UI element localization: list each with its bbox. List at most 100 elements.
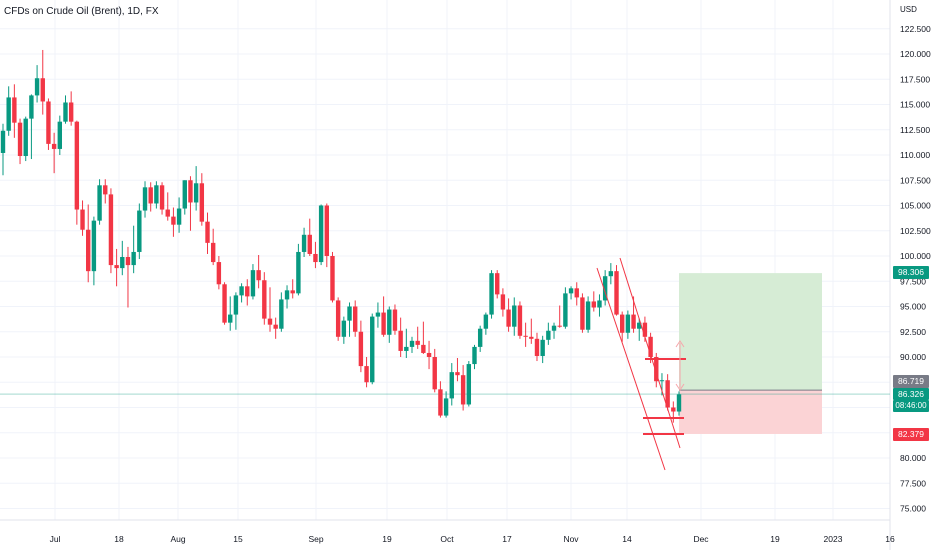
candle-down xyxy=(381,312,386,335)
candle-up xyxy=(540,339,545,356)
candle-down xyxy=(648,336,653,357)
candle-down xyxy=(534,338,540,356)
candle-up xyxy=(404,346,409,351)
candle-up xyxy=(120,257,125,269)
time-tick-label: 14 xyxy=(622,534,632,544)
candle-up xyxy=(301,234,307,252)
candle-down xyxy=(12,97,17,123)
candle-up xyxy=(466,364,472,405)
candle-up xyxy=(131,251,136,266)
candle-down xyxy=(665,380,670,408)
price-tick-label: 117.500 xyxy=(900,74,930,84)
candle-up xyxy=(318,205,324,263)
candle-up xyxy=(284,290,290,300)
candle-down xyxy=(335,300,341,337)
price-tick-label: 97.500 xyxy=(900,276,926,286)
candle-down xyxy=(125,257,131,266)
candle-down xyxy=(631,314,636,329)
candle-down xyxy=(364,366,369,383)
candle-up xyxy=(347,306,352,321)
candle-up xyxy=(602,276,608,301)
candle-down xyxy=(46,101,51,144)
time-tick-label: Sep xyxy=(308,534,323,544)
candle-down xyxy=(392,309,398,331)
entry-price-badge: 86.719 xyxy=(893,375,929,388)
candle-down xyxy=(307,234,312,254)
candle-down xyxy=(290,290,295,294)
channel-line-upper xyxy=(619,257,681,449)
candle-down xyxy=(619,314,625,333)
candle-down xyxy=(654,357,659,382)
candle-up xyxy=(176,208,182,225)
candle-up xyxy=(551,325,557,331)
candle-down xyxy=(171,216,176,225)
price-tick-label: 90.000 xyxy=(900,352,926,362)
candle-down xyxy=(517,305,523,336)
candle-down xyxy=(398,330,403,351)
price-tick-label: 112.500 xyxy=(900,125,930,135)
candle-up xyxy=(23,118,28,157)
candle-down xyxy=(415,340,420,345)
candle-down xyxy=(460,375,466,405)
price-tick-label: 110.000 xyxy=(900,150,930,160)
candle-up xyxy=(512,305,517,327)
candle-down xyxy=(506,309,511,327)
candle-up xyxy=(489,273,494,315)
price-tick-label: 105.000 xyxy=(900,201,931,211)
price-tick-label: 95.000 xyxy=(900,302,926,312)
candle-down xyxy=(267,318,273,325)
candle-up xyxy=(34,78,40,96)
candle-down xyxy=(614,271,619,315)
time-tick-label: Nov xyxy=(563,534,579,544)
time-tick-label: 19 xyxy=(770,534,780,544)
candle-down xyxy=(455,372,460,376)
candle-down xyxy=(216,262,222,285)
candle-down xyxy=(330,256,335,301)
candle-up xyxy=(483,314,489,329)
candle-down xyxy=(529,336,534,339)
candle-down xyxy=(256,270,261,281)
candle-up xyxy=(6,97,11,131)
candle-up xyxy=(585,301,591,330)
profit-zone xyxy=(679,273,822,391)
time-tick-label: 19 xyxy=(382,534,392,544)
candle-up xyxy=(0,130,6,153)
candle-down xyxy=(86,229,91,272)
arrow-up-icon xyxy=(675,340,685,348)
currency-label: USD xyxy=(900,5,917,14)
candle-down xyxy=(313,253,318,263)
candle-up xyxy=(568,288,574,294)
candle-up xyxy=(472,346,477,365)
candle-down xyxy=(523,335,528,337)
candle-up xyxy=(97,185,102,221)
candle-up xyxy=(676,394,682,412)
candle-down xyxy=(358,331,364,367)
price-tick-label: 75.000 xyxy=(900,504,926,514)
candle-up xyxy=(341,320,347,337)
candle-down xyxy=(353,306,358,332)
candle-down xyxy=(80,209,85,230)
candle-up xyxy=(91,220,97,272)
candle-up xyxy=(29,95,34,119)
candle-down xyxy=(188,180,193,203)
candle-up xyxy=(228,314,233,323)
price-tick-label: 77.500 xyxy=(900,478,926,488)
candle-up xyxy=(154,185,159,204)
candle-down xyxy=(500,294,506,310)
candle-down xyxy=(671,407,676,412)
candle-up xyxy=(63,102,68,122)
last-price-badge: 86.326 xyxy=(893,388,929,400)
candle-up xyxy=(370,316,375,383)
candle-down xyxy=(273,324,278,329)
candle-down xyxy=(148,187,153,204)
candle-down xyxy=(40,78,45,102)
countdown-badge: 08:46:00 xyxy=(893,400,929,412)
candle-down xyxy=(108,194,114,266)
candle-down xyxy=(262,280,267,319)
candle-down xyxy=(74,121,80,210)
candle-up xyxy=(57,121,63,149)
candle-up xyxy=(233,295,239,315)
candle-down xyxy=(210,242,216,263)
